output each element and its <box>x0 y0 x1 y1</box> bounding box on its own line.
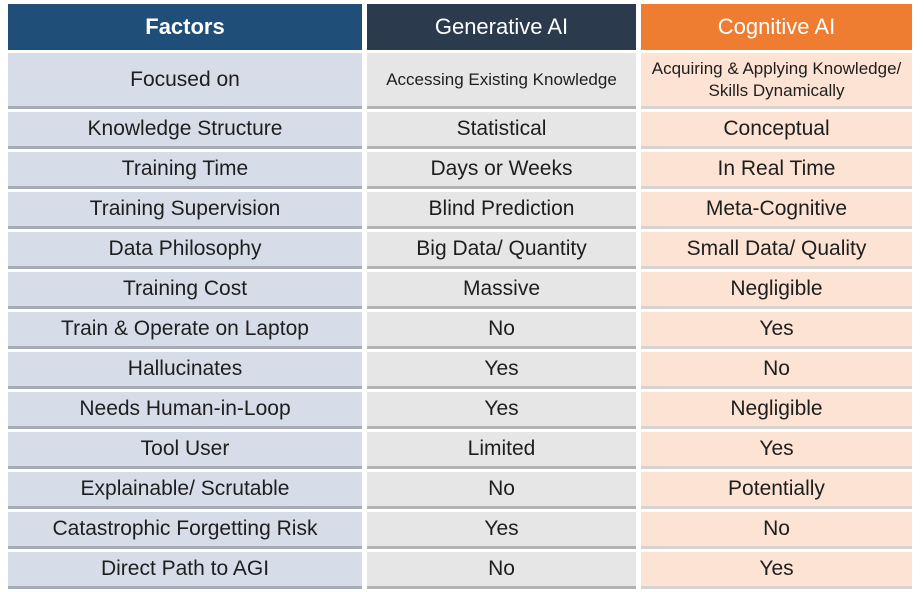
table-row: Training Supervision Blind Prediction Me… <box>8 192 912 229</box>
cognitive-cell: Negligible <box>641 272 912 309</box>
table-row: Knowledge Structure Statistical Conceptu… <box>8 112 912 149</box>
factor-cell: Hallucinates <box>8 352 362 389</box>
generative-cell: Big Data/ Quantity <box>367 232 636 269</box>
generative-cell: Statistical <box>367 112 636 149</box>
header-row: Factors Generative AI Cognitive AI <box>8 4 912 50</box>
factor-cell: Data Philosophy <box>8 232 362 269</box>
cognitive-cell: Potentially <box>641 472 912 509</box>
generative-cell: Limited <box>367 432 636 469</box>
cognitive-cell: Yes <box>641 432 912 469</box>
generative-cell: Blind Prediction <box>367 192 636 229</box>
cognitive-cell: Small Data/ Quality <box>641 232 912 269</box>
table-row: Data Philosophy Big Data/ Quantity Small… <box>8 232 912 269</box>
generative-cell: No <box>367 552 636 589</box>
table-row: Training Time Days or Weeks In Real Time <box>8 152 912 189</box>
cognitive-cell: Yes <box>641 552 912 589</box>
cognitive-cell: Negligible <box>641 392 912 429</box>
table-row: Train & Operate on Laptop No Yes <box>8 312 912 349</box>
factor-cell: Training Time <box>8 152 362 189</box>
header-generative-ai: Generative AI <box>367 4 636 50</box>
generative-cell: No <box>367 472 636 509</box>
cognitive-cell: Meta-Cognitive <box>641 192 912 229</box>
cognitive-cell: No <box>641 352 912 389</box>
header-factors: Factors <box>8 4 362 50</box>
generative-cell: No <box>367 312 636 349</box>
cognitive-cell: In Real Time <box>641 152 912 189</box>
cognitive-cell: Yes <box>641 312 912 349</box>
table-row: Needs Human-in-Loop Yes Negligible <box>8 392 912 429</box>
factor-cell: Explainable/ Scrutable <box>8 472 362 509</box>
cognitive-cell: No <box>641 512 912 549</box>
generative-cell: Yes <box>367 352 636 389</box>
generative-cell: Massive <box>367 272 636 309</box>
generative-cell: Accessing Existing Knowledge <box>367 53 636 109</box>
factor-cell: Knowledge Structure <box>8 112 362 149</box>
factor-cell: Tool User <box>8 432 362 469</box>
table-row: Explainable/ Scrutable No Potentially <box>8 472 912 509</box>
cognitive-cell: Conceptual <box>641 112 912 149</box>
table-row: Tool User Limited Yes <box>8 432 912 469</box>
generative-cell: Days or Weeks <box>367 152 636 189</box>
table-row: Direct Path to AGI No Yes <box>8 552 912 589</box>
factor-cell: Training Cost <box>8 272 362 309</box>
table-row: Hallucinates Yes No <box>8 352 912 389</box>
generative-cell: Yes <box>367 512 636 549</box>
table-row: Focused on Accessing Existing Knowledge … <box>8 53 912 109</box>
factor-cell: Needs Human-in-Loop <box>8 392 362 429</box>
generative-cell: Yes <box>367 392 636 429</box>
factor-cell: Focused on <box>8 53 362 109</box>
factor-cell: Training Supervision <box>8 192 362 229</box>
comparison-table: Factors Generative AI Cognitive AI Focus… <box>8 4 912 592</box>
factor-cell: Train & Operate on Laptop <box>8 312 362 349</box>
header-cognitive-ai: Cognitive AI <box>641 4 912 50</box>
cognitive-cell: Acquiring & Applying Knowledge/ Skills D… <box>641 53 912 109</box>
table-row: Catastrophic Forgetting Risk Yes No <box>8 512 912 549</box>
table-row: Training Cost Massive Negligible <box>8 272 912 309</box>
factor-cell: Direct Path to AGI <box>8 552 362 589</box>
factor-cell: Catastrophic Forgetting Risk <box>8 512 362 549</box>
